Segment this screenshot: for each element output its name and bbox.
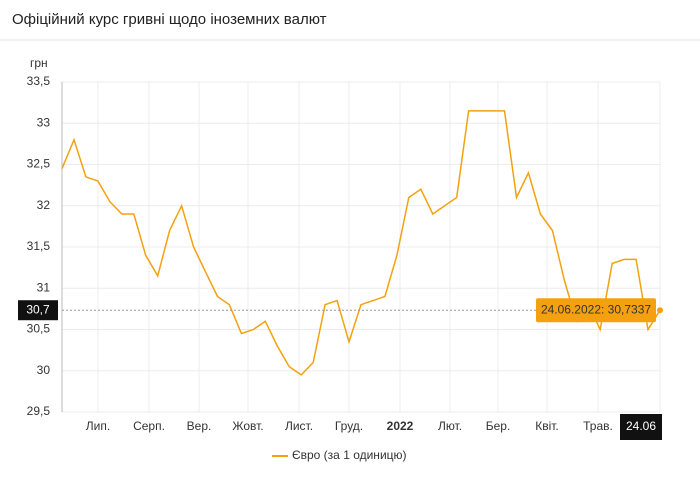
x-tick-label: Квіт. bbox=[535, 419, 559, 433]
x-tick-label: Жовт. bbox=[232, 419, 263, 433]
x-tick-label: 2022 bbox=[387, 419, 414, 433]
x-tick-label: Груд. bbox=[335, 419, 363, 433]
x-tick-label: Лип. bbox=[86, 419, 110, 433]
tooltip-box bbox=[536, 298, 656, 323]
y-tick-label: 32 bbox=[37, 198, 51, 212]
y-tick-label: 33 bbox=[37, 115, 51, 129]
y-marker-box bbox=[18, 300, 58, 321]
y-tick-label: 30 bbox=[37, 363, 51, 377]
x-tick-label: Серп. bbox=[133, 419, 165, 433]
x-tick-label: Трав. bbox=[583, 419, 613, 433]
chart-title: Офіційний курс гривні щодо іноземних вал… bbox=[12, 11, 327, 28]
y-tick-label: 29,5 bbox=[27, 404, 51, 418]
x-tick-label: Бер. bbox=[486, 419, 511, 433]
y-tick-label: 30,5 bbox=[27, 322, 51, 336]
x-tick-label: Лют. bbox=[438, 419, 462, 433]
last-point bbox=[657, 307, 663, 314]
tooltip-label: 24.06.2022: 30,7337 bbox=[541, 302, 651, 316]
legend-label: Євро (за 1 одиницю) bbox=[292, 448, 407, 462]
y-tick-label: 32,5 bbox=[27, 157, 51, 171]
x-marker-box bbox=[620, 414, 662, 440]
y-tick-label: 33,5 bbox=[27, 74, 51, 88]
x-marker-label: 24.06 bbox=[626, 419, 656, 433]
x-tick-label: Лист. bbox=[285, 419, 313, 433]
y-tick-label: 31,5 bbox=[27, 239, 51, 253]
series-line bbox=[61, 110, 661, 376]
y-tick-label: 31 bbox=[37, 280, 51, 294]
y-marker-label: 30,7 bbox=[26, 302, 50, 316]
x-tick-label: Вер. bbox=[187, 419, 212, 433]
y-axis-label: грн bbox=[30, 56, 48, 70]
